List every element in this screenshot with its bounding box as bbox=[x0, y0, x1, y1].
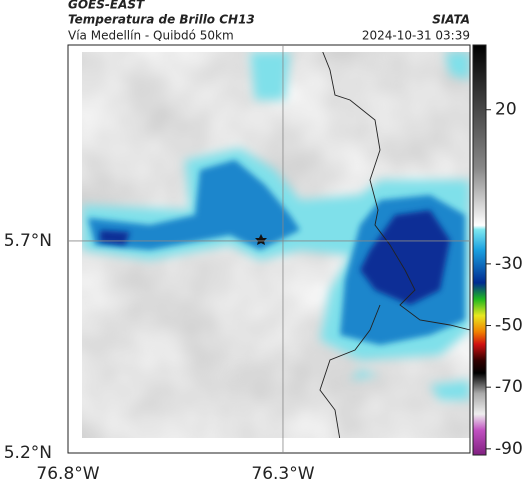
colorbar-tick-label: -50 bbox=[495, 316, 523, 336]
source: GOES-EAST bbox=[68, 0, 145, 12]
colorbar-tick-label: -90 bbox=[495, 439, 523, 459]
colorbar-tick-label: -30 bbox=[495, 254, 523, 274]
y-tick-label: 5.2°N bbox=[4, 443, 52, 463]
colorbar-tick-label: 20 bbox=[495, 100, 517, 120]
axes: 76.8°W 76.3°W 5.2°N 5.7°N 20 -30 -50 -70 -90 bbox=[4, 45, 523, 484]
colorbar bbox=[472, 44, 487, 456]
map-frame bbox=[67, 44, 471, 454]
timestamp: 2024-10-31 03:39 bbox=[362, 29, 470, 43]
border-line bbox=[319, 52, 470, 438]
y-tick-label: 5.7°N bbox=[4, 231, 52, 251]
x-tick-label: 76.8°W bbox=[36, 464, 99, 484]
title: Temperatura de Brillo CH13 bbox=[68, 13, 255, 27]
colorbar-tick-label: -70 bbox=[495, 377, 523, 397]
city-marker bbox=[255, 234, 267, 245]
subtitle: Vía Medellín - Quibdó 50km bbox=[68, 29, 234, 43]
brand: SIATA bbox=[432, 13, 470, 27]
satellite-image bbox=[82, 52, 470, 438]
x-tick-label: 76.3°W bbox=[251, 464, 314, 484]
